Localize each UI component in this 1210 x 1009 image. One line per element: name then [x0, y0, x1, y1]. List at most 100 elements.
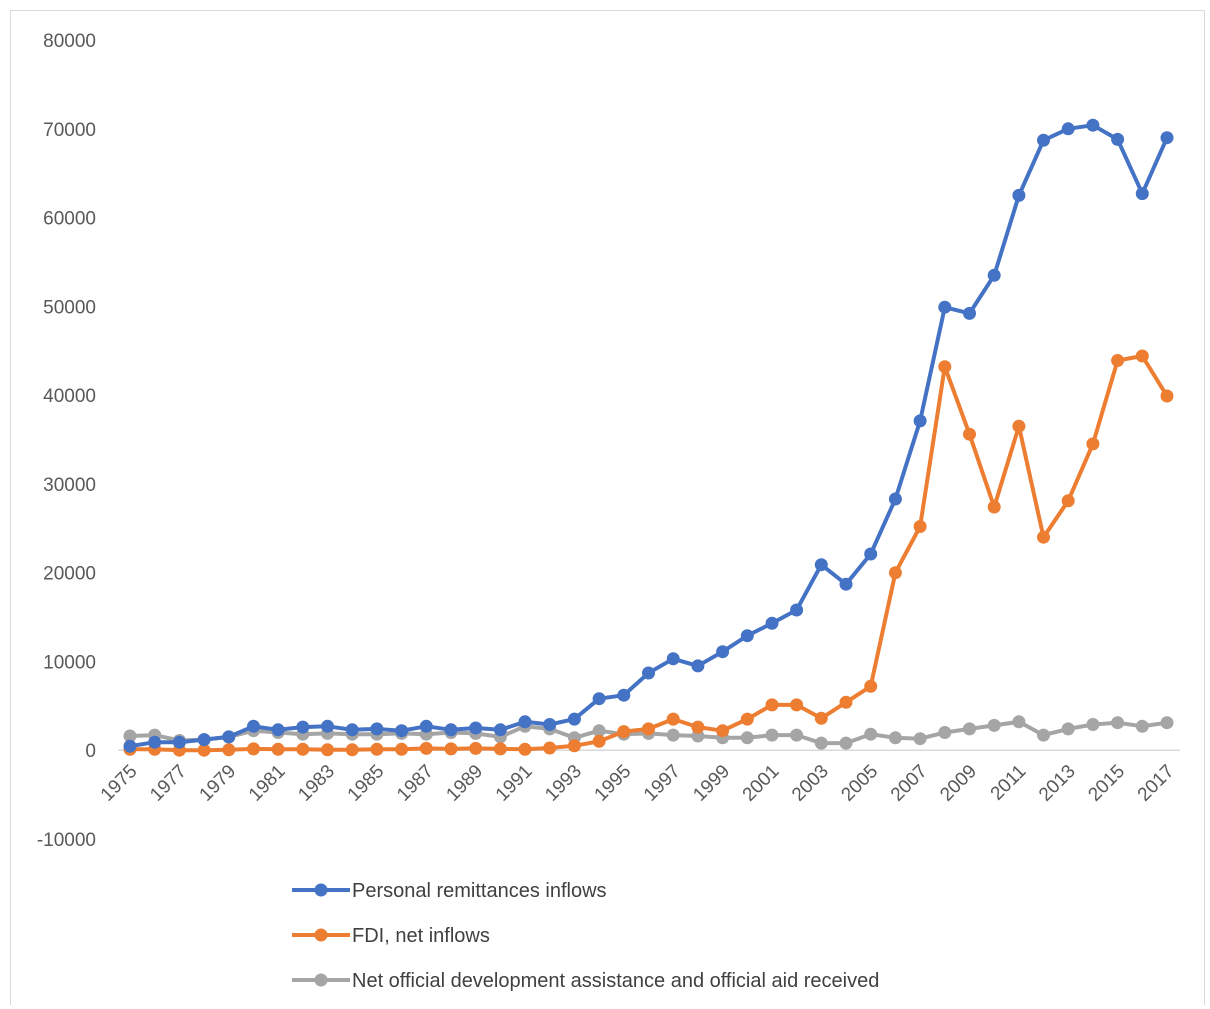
- x-tick-label: 2013: [1035, 761, 1080, 806]
- data-point: [1086, 118, 1100, 132]
- data-point: [987, 268, 1001, 282]
- data-point: [1160, 716, 1174, 730]
- legend-label: Personal remittances inflows: [352, 880, 607, 902]
- data-point: [493, 742, 507, 756]
- x-tick-label: 1987: [393, 761, 438, 806]
- data-point: [370, 722, 384, 736]
- data-point: [864, 679, 878, 693]
- x-tick-label: 1995: [591, 761, 636, 806]
- data-point: [740, 731, 754, 745]
- legend-item: FDI, net inflows: [292, 925, 490, 947]
- data-point: [321, 743, 334, 757]
- data-point: [518, 742, 532, 756]
- data-point: [123, 729, 137, 743]
- legend-swatch-marker: [314, 973, 328, 987]
- data-point: [1135, 719, 1149, 733]
- x-tick-label: 1983: [294, 761, 339, 806]
- x-tick-label: 1999: [689, 761, 734, 806]
- data-point: [1012, 188, 1026, 202]
- data-point: [913, 520, 927, 533]
- data-point: [1086, 718, 1100, 731]
- data-point: [395, 724, 409, 738]
- data-point: [765, 616, 779, 630]
- data-point: [814, 558, 828, 572]
- data-point: [1111, 716, 1125, 730]
- data-point: [123, 739, 137, 753]
- y-tick-label: 10000: [43, 652, 96, 673]
- x-axis-tick-labels: 1975 1977 1979 1981 1983 1985 1987 1989 1991 1993…: [97, 761, 1179, 806]
- data-point: [938, 726, 952, 739]
- data-point: [790, 698, 804, 712]
- data-point: [345, 743, 359, 757]
- data-point: [1061, 494, 1075, 508]
- data-point: [839, 577, 853, 591]
- data-point: [543, 718, 557, 731]
- chart-frame: [10, 10, 1205, 1005]
- data-point: [765, 698, 779, 712]
- data-point: [222, 743, 236, 757]
- y-tick-label: 50000: [43, 297, 96, 318]
- data-point: [740, 712, 754, 726]
- data-point: [296, 742, 310, 756]
- data-point: [888, 731, 902, 745]
- series-line: [128, 123, 1169, 749]
- data-point: [839, 736, 853, 750]
- legend-label: Net official development assistance and …: [352, 970, 879, 992]
- x-tick-label: 1975: [97, 761, 142, 806]
- data-point: [913, 414, 927, 428]
- data-point: [419, 741, 433, 755]
- x-tick-label: 1997: [640, 761, 685, 806]
- y-axis-tick-labels: 80000 70000 60000 50000 40000 30000 20000 10000…: [37, 31, 96, 851]
- x-tick-label: 1993: [541, 761, 586, 806]
- data-point: [938, 300, 952, 314]
- data-point: [814, 736, 828, 750]
- x-tick-label: 1991: [492, 761, 537, 806]
- data-point: [1012, 715, 1026, 729]
- data-point: [913, 732, 927, 746]
- data-point: [518, 715, 532, 729]
- data-point: [321, 719, 334, 733]
- data-point: [271, 723, 285, 737]
- data-point: [1037, 530, 1050, 544]
- data-point: [197, 733, 211, 747]
- series-layer: [123, 118, 1174, 757]
- data-point: [642, 722, 655, 736]
- data-point: [938, 360, 952, 374]
- data-point: [864, 727, 878, 741]
- data-point: [864, 547, 878, 561]
- data-point: [666, 728, 680, 742]
- data-point: [1012, 419, 1026, 433]
- data-point: [888, 492, 902, 506]
- data-point: [172, 735, 186, 749]
- legend-swatch-marker: [314, 928, 328, 942]
- y-tick-label: 70000: [43, 120, 96, 141]
- y-tick-label: 40000: [43, 386, 96, 407]
- data-point: [1135, 349, 1149, 363]
- data-point: [716, 724, 730, 738]
- legend-item: Net official development assistance and …: [292, 970, 879, 992]
- data-point: [716, 645, 730, 659]
- data-point: [987, 718, 1001, 732]
- x-tick-label: 2009: [936, 761, 981, 806]
- data-point: [839, 695, 853, 709]
- x-tick-label: 2003: [788, 761, 833, 806]
- data-point: [543, 741, 557, 755]
- data-point: [740, 629, 754, 643]
- legend-swatch-marker: [314, 883, 328, 897]
- data-point: [1111, 354, 1125, 367]
- data-point: [1111, 132, 1125, 146]
- data-point: [1037, 728, 1050, 742]
- data-point: [987, 500, 1001, 514]
- x-tick-label: 1979: [196, 761, 241, 806]
- data-point: [963, 427, 976, 441]
- y-tick-label: 30000: [43, 475, 96, 496]
- data-point: [271, 742, 285, 756]
- series-line: [128, 354, 1169, 753]
- data-point: [1037, 133, 1050, 147]
- data-point: [469, 741, 483, 755]
- data-point: [444, 723, 458, 737]
- x-tick-label: 2001: [739, 761, 784, 806]
- data-point: [1061, 122, 1075, 136]
- data-point: [666, 652, 680, 666]
